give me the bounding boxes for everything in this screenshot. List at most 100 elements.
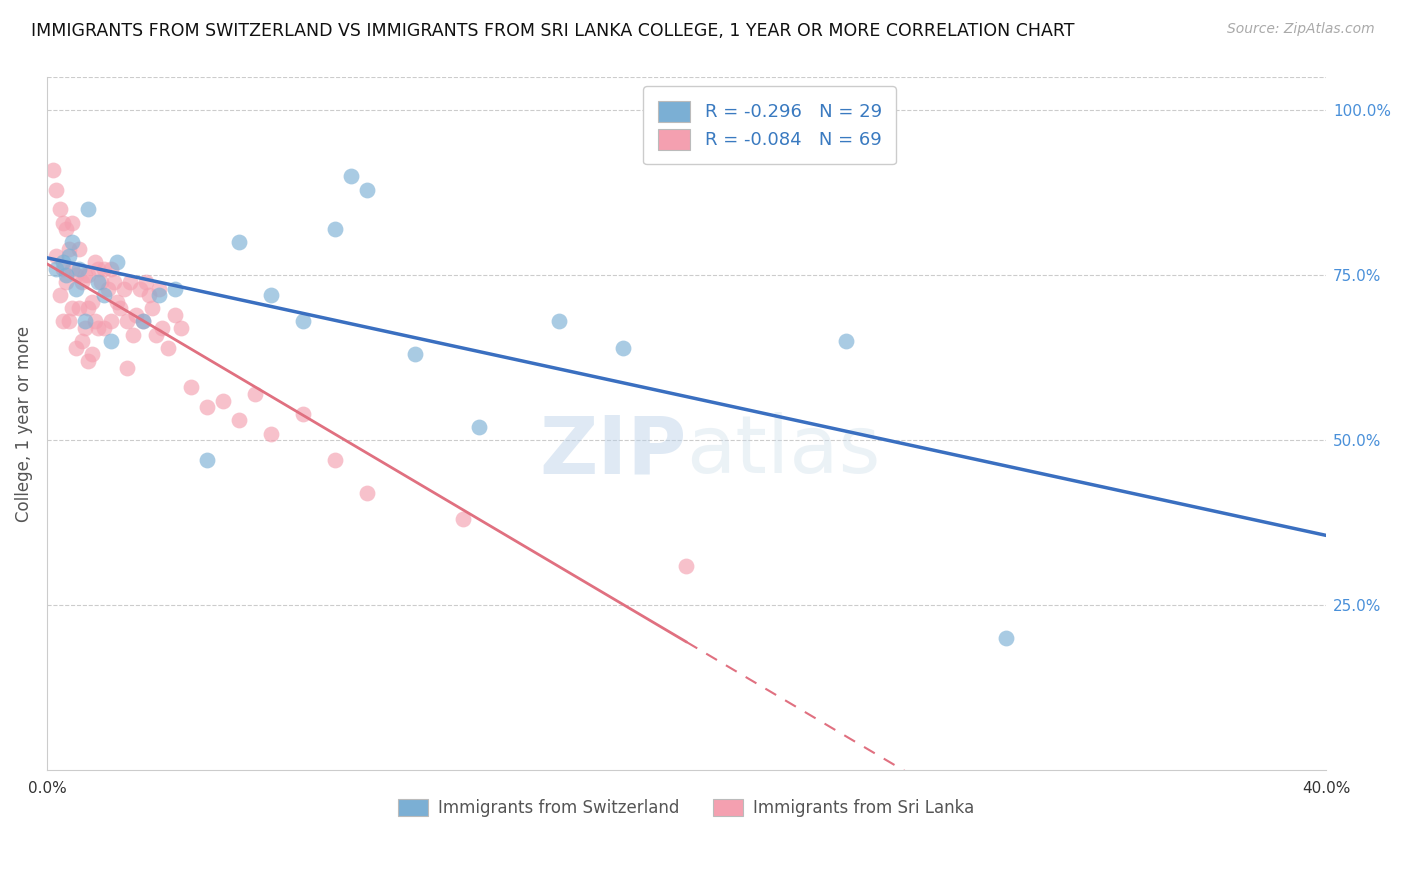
- Point: [67, 261, 90, 276]
- Point: [112, 281, 135, 295]
- Point: [260, 288, 283, 302]
- Point: [52, 261, 75, 276]
- Point: [135, 275, 157, 289]
- Point: [97, 281, 120, 295]
- Point: [115, 314, 138, 328]
- Point: [67, 242, 90, 256]
- Point: [62, 235, 84, 250]
- Point: [75, 314, 97, 328]
- Point: [93, 261, 115, 276]
- Point: [52, 255, 75, 269]
- Point: [90, 275, 112, 289]
- Point: [243, 387, 266, 401]
- Point: [77, 354, 100, 368]
- Point: [62, 301, 84, 316]
- Point: [339, 169, 361, 184]
- Text: atlas: atlas: [686, 412, 880, 491]
- Point: [163, 308, 186, 322]
- Point: [55, 275, 77, 289]
- Point: [75, 268, 97, 283]
- Point: [77, 202, 100, 217]
- Point: [62, 215, 84, 229]
- Point: [356, 183, 378, 197]
- Point: [65, 268, 87, 283]
- Point: [451, 512, 474, 526]
- Point: [835, 334, 858, 349]
- Point: [80, 294, 103, 309]
- Point: [80, 347, 103, 361]
- Point: [675, 558, 697, 573]
- Point: [65, 341, 87, 355]
- Point: [100, 314, 122, 328]
- Point: [547, 314, 569, 328]
- Point: [62, 261, 84, 276]
- Point: [291, 314, 314, 328]
- Point: [58, 242, 80, 256]
- Point: [404, 347, 426, 361]
- Point: [55, 268, 77, 283]
- Point: [228, 413, 250, 427]
- Point: [132, 314, 155, 328]
- Legend: Immigrants from Switzerland, Immigrants from Sri Lanka: Immigrants from Switzerland, Immigrants …: [392, 792, 981, 824]
- Point: [125, 308, 148, 322]
- Point: [93, 288, 115, 302]
- Point: [467, 420, 489, 434]
- Text: IMMIGRANTS FROM SWITZERLAND VS IMMIGRANTS FROM SRI LANKA COLLEGE, 1 YEAR OR MORE: IMMIGRANTS FROM SWITZERLAND VS IMMIGRANT…: [31, 22, 1074, 40]
- Point: [211, 393, 233, 408]
- Point: [52, 314, 75, 328]
- Point: [45, 183, 67, 197]
- Point: [163, 281, 186, 295]
- Point: [138, 288, 160, 302]
- Point: [115, 360, 138, 375]
- Point: [195, 401, 218, 415]
- Point: [612, 341, 634, 355]
- Point: [45, 248, 67, 262]
- Point: [75, 321, 97, 335]
- Point: [323, 222, 346, 236]
- Point: [42, 162, 65, 177]
- Point: [103, 275, 125, 289]
- Point: [65, 281, 87, 295]
- Y-axis label: College, 1 year or more: College, 1 year or more: [15, 326, 32, 522]
- Point: [145, 327, 167, 342]
- Point: [45, 261, 67, 276]
- Point: [157, 341, 180, 355]
- Point: [48, 288, 70, 302]
- Point: [148, 288, 170, 302]
- Point: [100, 261, 122, 276]
- Point: [141, 301, 163, 316]
- Point: [87, 275, 110, 289]
- Point: [122, 327, 145, 342]
- Point: [132, 314, 155, 328]
- Point: [356, 486, 378, 500]
- Point: [995, 631, 1018, 645]
- Point: [67, 301, 90, 316]
- Point: [260, 426, 283, 441]
- Point: [77, 268, 100, 283]
- Point: [55, 222, 77, 236]
- Point: [83, 314, 105, 328]
- Point: [105, 294, 128, 309]
- Point: [291, 407, 314, 421]
- Point: [110, 301, 132, 316]
- Point: [70, 275, 93, 289]
- Text: ZIP: ZIP: [540, 412, 686, 491]
- Point: [52, 215, 75, 229]
- Point: [70, 334, 93, 349]
- Point: [195, 453, 218, 467]
- Point: [87, 321, 110, 335]
- Point: [83, 255, 105, 269]
- Point: [93, 321, 115, 335]
- Point: [150, 321, 173, 335]
- Point: [148, 281, 170, 295]
- Point: [77, 301, 100, 316]
- Point: [180, 380, 202, 394]
- Point: [58, 248, 80, 262]
- Point: [170, 321, 193, 335]
- Point: [100, 334, 122, 349]
- Point: [228, 235, 250, 250]
- Point: [48, 202, 70, 217]
- Point: [105, 255, 128, 269]
- Point: [128, 281, 150, 295]
- Text: Source: ZipAtlas.com: Source: ZipAtlas.com: [1227, 22, 1375, 37]
